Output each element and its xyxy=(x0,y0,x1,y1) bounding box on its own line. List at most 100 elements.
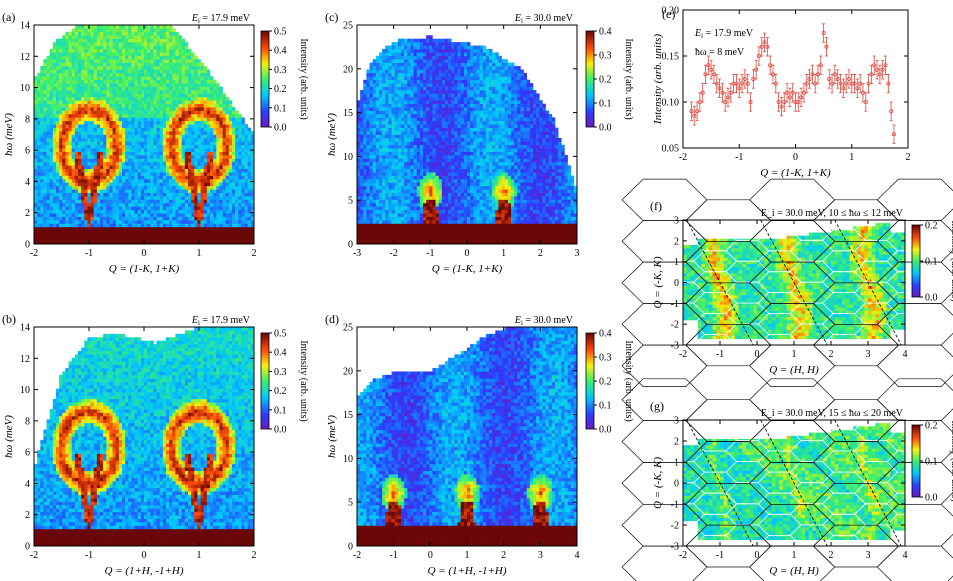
heatmap-cell xyxy=(37,470,41,475)
heatmap-cell xyxy=(181,209,186,214)
heatmap-cell xyxy=(74,161,79,166)
heatmap-cell xyxy=(150,55,154,60)
heatmap-cell xyxy=(235,148,239,152)
heatmap-cell xyxy=(172,192,176,197)
heatmap-cell xyxy=(156,151,161,156)
heatmap-cell xyxy=(232,206,236,211)
heatmap-cell xyxy=(232,199,236,204)
heatmap-cell xyxy=(62,412,66,417)
heatmap-cell xyxy=(210,151,214,156)
heatmap-cell xyxy=(222,100,227,104)
heatmap-cell xyxy=(169,206,173,211)
heatmap-cell xyxy=(150,76,154,81)
heatmap-cell xyxy=(181,134,186,139)
heatmap-cell xyxy=(222,182,227,187)
heatmap-cell xyxy=(206,90,211,94)
heatmap-cell xyxy=(128,137,132,142)
heatmap-cell xyxy=(247,148,252,152)
heatmap-cell xyxy=(56,206,60,211)
heatmap-cell xyxy=(49,477,54,482)
heatmap-cell xyxy=(137,202,142,207)
annotation-subscript: i xyxy=(198,17,200,25)
heatmap-cell xyxy=(169,178,173,183)
heatmap-cell xyxy=(34,230,38,235)
heatmap-cell xyxy=(40,457,44,461)
heatmap-cell xyxy=(134,189,139,193)
heatmap-cell xyxy=(122,134,126,139)
heatmap-cell xyxy=(59,515,63,519)
heatmap-cell xyxy=(150,178,154,183)
heatmap-cell xyxy=(169,182,173,187)
heatmap-cell xyxy=(78,498,82,502)
heatmap-cell xyxy=(250,168,255,173)
heatmap-cell xyxy=(59,542,63,547)
heatmap-cell xyxy=(235,213,239,217)
heatmap-cell xyxy=(71,494,76,499)
heatmap-cell xyxy=(93,141,98,146)
heatmap-cell xyxy=(140,226,145,231)
heatmap-cell xyxy=(241,220,245,224)
heatmap-cell xyxy=(169,137,173,142)
heatmap-cell xyxy=(49,508,54,513)
heatmap-cell xyxy=(65,66,69,70)
heatmap-cell xyxy=(125,209,129,214)
heatmap-cell xyxy=(210,216,214,221)
heatmap-cell xyxy=(65,522,69,526)
heatmap-cell xyxy=(81,450,85,454)
heatmap-cell xyxy=(166,90,170,94)
heatmap-cell xyxy=(241,230,245,235)
heatmap-cell xyxy=(65,433,69,437)
heatmap-cell xyxy=(140,182,145,187)
heatmap-cell xyxy=(178,90,183,94)
heatmap-cell xyxy=(153,96,157,101)
heatmap-cell xyxy=(219,158,223,163)
heatmap-cell xyxy=(78,42,82,46)
heatmap-cell xyxy=(115,83,120,87)
heatmap-cell xyxy=(46,522,51,526)
heatmap-cell xyxy=(131,120,135,125)
heatmap-cell xyxy=(52,100,57,104)
heatmap-cell xyxy=(93,178,98,183)
heatmap-cell xyxy=(122,189,126,193)
heatmap-cell xyxy=(232,107,236,111)
heatmap-cell xyxy=(169,59,173,63)
heatmap-cell xyxy=(59,113,63,118)
heatmap-cell xyxy=(81,206,85,211)
heatmap-cell xyxy=(78,453,82,458)
heatmap-cell xyxy=(74,491,79,495)
heatmap-cell xyxy=(137,72,142,77)
heatmap-cell xyxy=(52,525,57,530)
heatmap-cell xyxy=(62,158,66,163)
heatmap-cell xyxy=(93,213,98,217)
heatmap-cell xyxy=(96,100,101,104)
heatmap-cell xyxy=(68,124,73,128)
heatmap-cell xyxy=(128,223,132,228)
heatmap-cell xyxy=(56,189,60,193)
heatmap-cell xyxy=(181,103,186,108)
heatmap-cell xyxy=(87,494,91,499)
heatmap-cell xyxy=(225,165,230,170)
heatmap-cell xyxy=(228,168,233,173)
heatmap-cell xyxy=(62,209,66,214)
heatmap-cell xyxy=(68,429,73,434)
heatmap-cell xyxy=(250,202,255,207)
heatmap-cell xyxy=(197,100,201,104)
heatmap-cell xyxy=(200,216,205,221)
heatmap-cell xyxy=(162,28,167,33)
heatmap-cell xyxy=(62,525,66,530)
heatmap-cell xyxy=(153,213,157,217)
heatmap-cell xyxy=(118,28,123,33)
heatmap-cell xyxy=(62,415,66,420)
heatmap-cell xyxy=(59,86,63,91)
heatmap-cell xyxy=(87,113,91,118)
heatmap-cell xyxy=(128,134,132,139)
heatmap-cell xyxy=(84,498,88,502)
heatmap-cell xyxy=(137,55,142,60)
heatmap-cell xyxy=(194,223,198,228)
heatmap-cell xyxy=(188,100,192,104)
heatmap-cell xyxy=(244,220,249,224)
heatmap-cell xyxy=(109,124,113,128)
heatmap-cell xyxy=(43,528,47,533)
heatmap-cell xyxy=(244,233,249,238)
heatmap-cell xyxy=(178,148,183,152)
